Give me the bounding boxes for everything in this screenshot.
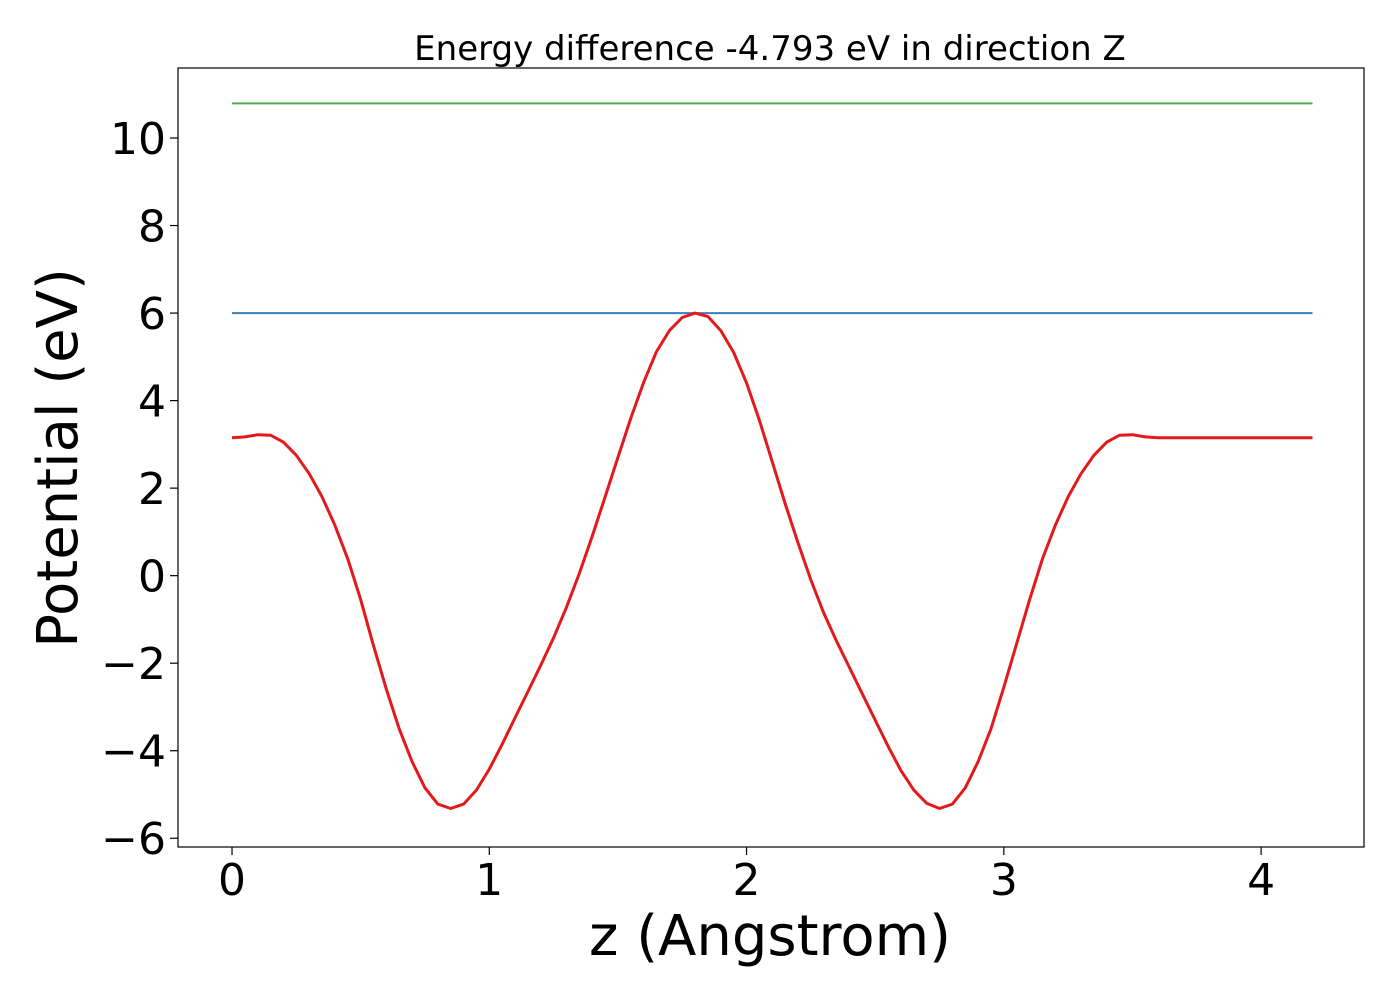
y-tick-label: −6 bbox=[101, 814, 166, 865]
y-tick-label: 0 bbox=[138, 552, 166, 603]
x-tick-label: 3 bbox=[990, 855, 1018, 906]
x-axis-label: z (Angstrom) bbox=[589, 904, 951, 969]
series-line-potential bbox=[231, 311, 1313, 810]
x-tick-label: 4 bbox=[1247, 855, 1275, 906]
plot-frame bbox=[177, 67, 1365, 848]
y-tick-label: 4 bbox=[138, 377, 166, 428]
y-tick-label: 6 bbox=[138, 289, 166, 340]
y-tick-label: −2 bbox=[101, 639, 166, 690]
y-axis-label: Potential (eV) bbox=[26, 268, 91, 648]
plot-area bbox=[177, 67, 1365, 848]
chart-title: Energy difference -4.793 eV in direction… bbox=[414, 29, 1126, 69]
x-axis-ticks: 0 1 2 3 4 bbox=[218, 847, 1275, 906]
y-tick-label: 10 bbox=[110, 114, 166, 165]
x-tick-label: 2 bbox=[733, 855, 761, 906]
y-tick-label: −4 bbox=[101, 727, 166, 778]
y-axis-ticks: −6 −4 −2 0 2 4 6 8 10 bbox=[101, 114, 178, 865]
y-tick-label: 8 bbox=[138, 202, 166, 253]
y-tick-label: 2 bbox=[138, 464, 166, 515]
x-tick-label: 0 bbox=[218, 855, 246, 906]
x-tick-label: 1 bbox=[475, 855, 503, 906]
